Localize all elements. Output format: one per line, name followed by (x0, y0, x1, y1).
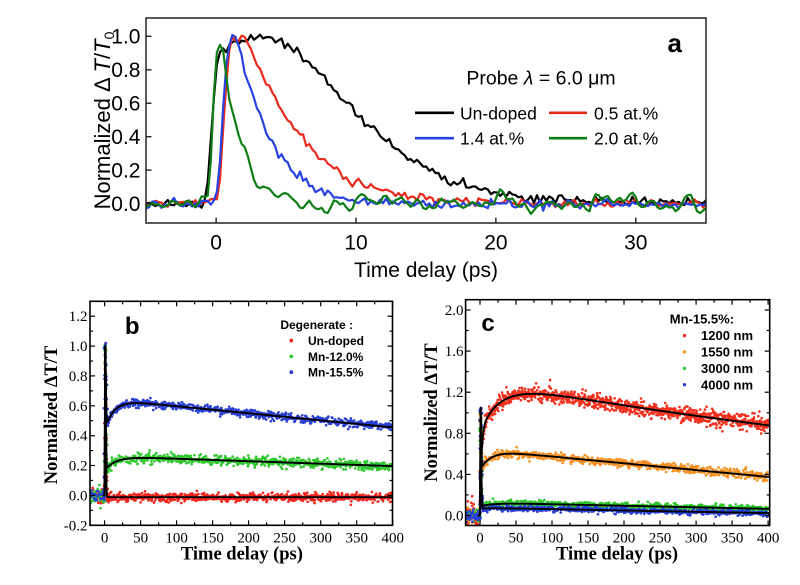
svg-text:300: 300 (309, 530, 332, 546)
svg-text:50: 50 (509, 530, 524, 546)
svg-text:Normalized Δ T/T0: Normalized Δ T/T0 (90, 31, 117, 209)
svg-text:200: 200 (237, 530, 260, 546)
svg-text:0.4: 0.4 (69, 429, 88, 445)
svg-text:0.0: 0.0 (111, 193, 140, 216)
svg-text:Mn-15.5%:: Mn-15.5%: (670, 311, 734, 326)
svg-text:0.8: 0.8 (111, 59, 140, 82)
svg-text:0.2: 0.2 (111, 160, 140, 183)
svg-text:1.0: 1.0 (111, 26, 140, 49)
svg-text:200: 200 (613, 530, 636, 546)
svg-text:0.8: 0.8 (445, 426, 464, 442)
svg-text:350: 350 (345, 530, 368, 546)
svg-text:150: 150 (577, 530, 600, 546)
svg-text:100: 100 (541, 530, 564, 546)
svg-text:10: 10 (344, 232, 367, 255)
svg-text:Un-doped: Un-doped (460, 103, 537, 123)
svg-text:0.8: 0.8 (69, 369, 88, 385)
svg-text:Time delay (ps): Time delay (ps) (181, 545, 303, 565)
svg-text:0.4: 0.4 (445, 467, 464, 483)
svg-text:Time delay (ps): Time delay (ps) (354, 259, 498, 282)
svg-text:0: 0 (101, 530, 109, 546)
svg-text:c: c (481, 310, 494, 337)
svg-text:2.0: 2.0 (445, 303, 464, 319)
svg-text:1.0: 1.0 (69, 339, 88, 355)
svg-text:250: 250 (649, 530, 672, 546)
svg-text:1550 nm: 1550 nm (701, 345, 753, 360)
svg-text:350: 350 (721, 530, 744, 546)
svg-text:300: 300 (685, 530, 708, 546)
svg-text:Mn-12.0%: Mn-12.0% (308, 350, 364, 364)
svg-text:3000 nm: 3000 nm (701, 361, 753, 376)
svg-text:Un-doped: Un-doped (308, 334, 364, 348)
svg-text:100: 100 (165, 530, 188, 546)
svg-text:0.4: 0.4 (111, 126, 141, 149)
svg-text:0.6: 0.6 (111, 93, 140, 116)
svg-text:0.6: 0.6 (69, 399, 88, 415)
svg-text:-0.2: -0.2 (64, 518, 88, 534)
svg-text:250: 250 (273, 530, 296, 546)
svg-text:0.5 at.%: 0.5 at.% (594, 103, 658, 123)
svg-text:1200 nm: 1200 nm (701, 328, 753, 343)
svg-text:50: 50 (133, 530, 148, 546)
svg-text:0: 0 (476, 530, 484, 546)
svg-text:Degenerate :: Degenerate : (280, 318, 353, 332)
svg-text:2.0 at.%: 2.0 at.% (594, 129, 658, 149)
svg-text:1.2: 1.2 (69, 309, 88, 325)
svg-text:Normalized ΔT/T: Normalized ΔT/T (42, 345, 62, 484)
svg-text:Normalized ΔT/T: Normalized ΔT/T (422, 343, 442, 482)
svg-text:a: a (667, 28, 682, 58)
svg-text:0.2: 0.2 (69, 459, 88, 475)
svg-text:1.6: 1.6 (445, 344, 464, 360)
svg-text:1.4 at.%: 1.4 at.% (460, 129, 524, 149)
svg-text:0.0: 0.0 (445, 509, 464, 525)
svg-text:Probe λ = 6.0 μm: Probe λ = 6.0 μm (466, 68, 615, 90)
svg-text:b: b (125, 313, 140, 340)
svg-text:400: 400 (381, 530, 404, 546)
svg-text:20: 20 (484, 232, 507, 255)
svg-text:400: 400 (757, 530, 780, 546)
svg-text:4000 nm: 4000 nm (701, 377, 753, 392)
svg-text:30: 30 (624, 232, 647, 255)
svg-text:Mn-15.5%: Mn-15.5% (308, 366, 364, 380)
svg-text:0: 0 (210, 232, 222, 255)
svg-text:0.0: 0.0 (69, 488, 88, 504)
svg-text:Time delay (ps): Time delay (ps) (556, 545, 678, 565)
svg-text:150: 150 (201, 530, 224, 546)
svg-text:1.2: 1.2 (445, 385, 464, 401)
